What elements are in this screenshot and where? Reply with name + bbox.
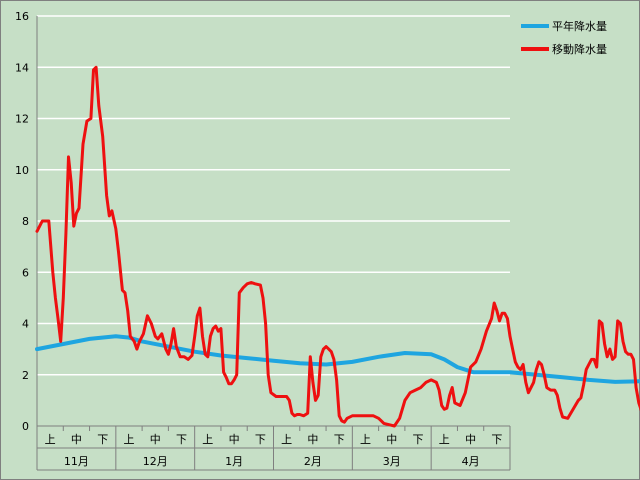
x-period-label: 下 (97, 433, 108, 446)
x-month-label: 2月 (304, 455, 322, 468)
x-period-label: 下 (413, 433, 424, 446)
y-tick-label-0: 0 (22, 420, 29, 433)
x-period-label: 上 (281, 433, 292, 446)
gridlines (37, 15, 510, 376)
legend-label-normal: 平年降水量 (552, 19, 607, 33)
x-month-label: 1月 (225, 455, 243, 468)
x-month-label: 3月 (383, 455, 401, 468)
y-tick-label-14: 14 (15, 61, 29, 74)
x-period-label: 上 (439, 433, 450, 446)
x-period-label: 下 (255, 433, 266, 446)
y-tick-label-16: 16 (15, 10, 29, 23)
x-month-label: 12月 (143, 455, 168, 468)
axes (36, 16, 511, 471)
x-axis-labels: 上 中 下 上 中 下 上 中 下 上 中 下 上 中 下 上 中 下 11月 12月 1月 2月 3月 4月 (45, 433, 503, 468)
y-tick-label-6: 6 (22, 266, 29, 279)
x-period-label: 下 (491, 433, 502, 446)
y-tick-label-10: 10 (15, 164, 29, 177)
x-period-label: 上 (360, 433, 371, 446)
x-month-label: 11月 (64, 455, 89, 468)
y-tick-label-8: 8 (22, 215, 29, 228)
x-period-label: 下 (334, 433, 345, 446)
series-line-moving (35, 65, 640, 428)
y-tick-label-2: 2 (22, 369, 29, 382)
y-tick-label-12: 12 (15, 113, 29, 126)
legend: 平年降水量 移動降水量 (521, 19, 607, 56)
x-period-label: 中 (465, 433, 476, 446)
series-lines (35, 65, 640, 428)
x-period-label: 中 (150, 433, 161, 446)
x-period-label: 中 (307, 433, 318, 446)
y-tick-label-4: 4 (22, 318, 29, 331)
x-period-label: 上 (202, 433, 213, 446)
x-period-label: 上 (45, 433, 56, 446)
x-period-label: 中 (229, 433, 240, 446)
x-period-label: 中 (386, 433, 397, 446)
y-axis-tick-labels: 0 2 4 6 8 10 12 14 16 (15, 10, 29, 433)
x-period-label: 下 (176, 433, 187, 446)
legend-label-moving: 移動降水量 (552, 42, 607, 56)
x-period-label: 中 (71, 433, 82, 446)
x-month-label: 4月 (462, 455, 480, 468)
x-period-label: 上 (123, 433, 134, 446)
